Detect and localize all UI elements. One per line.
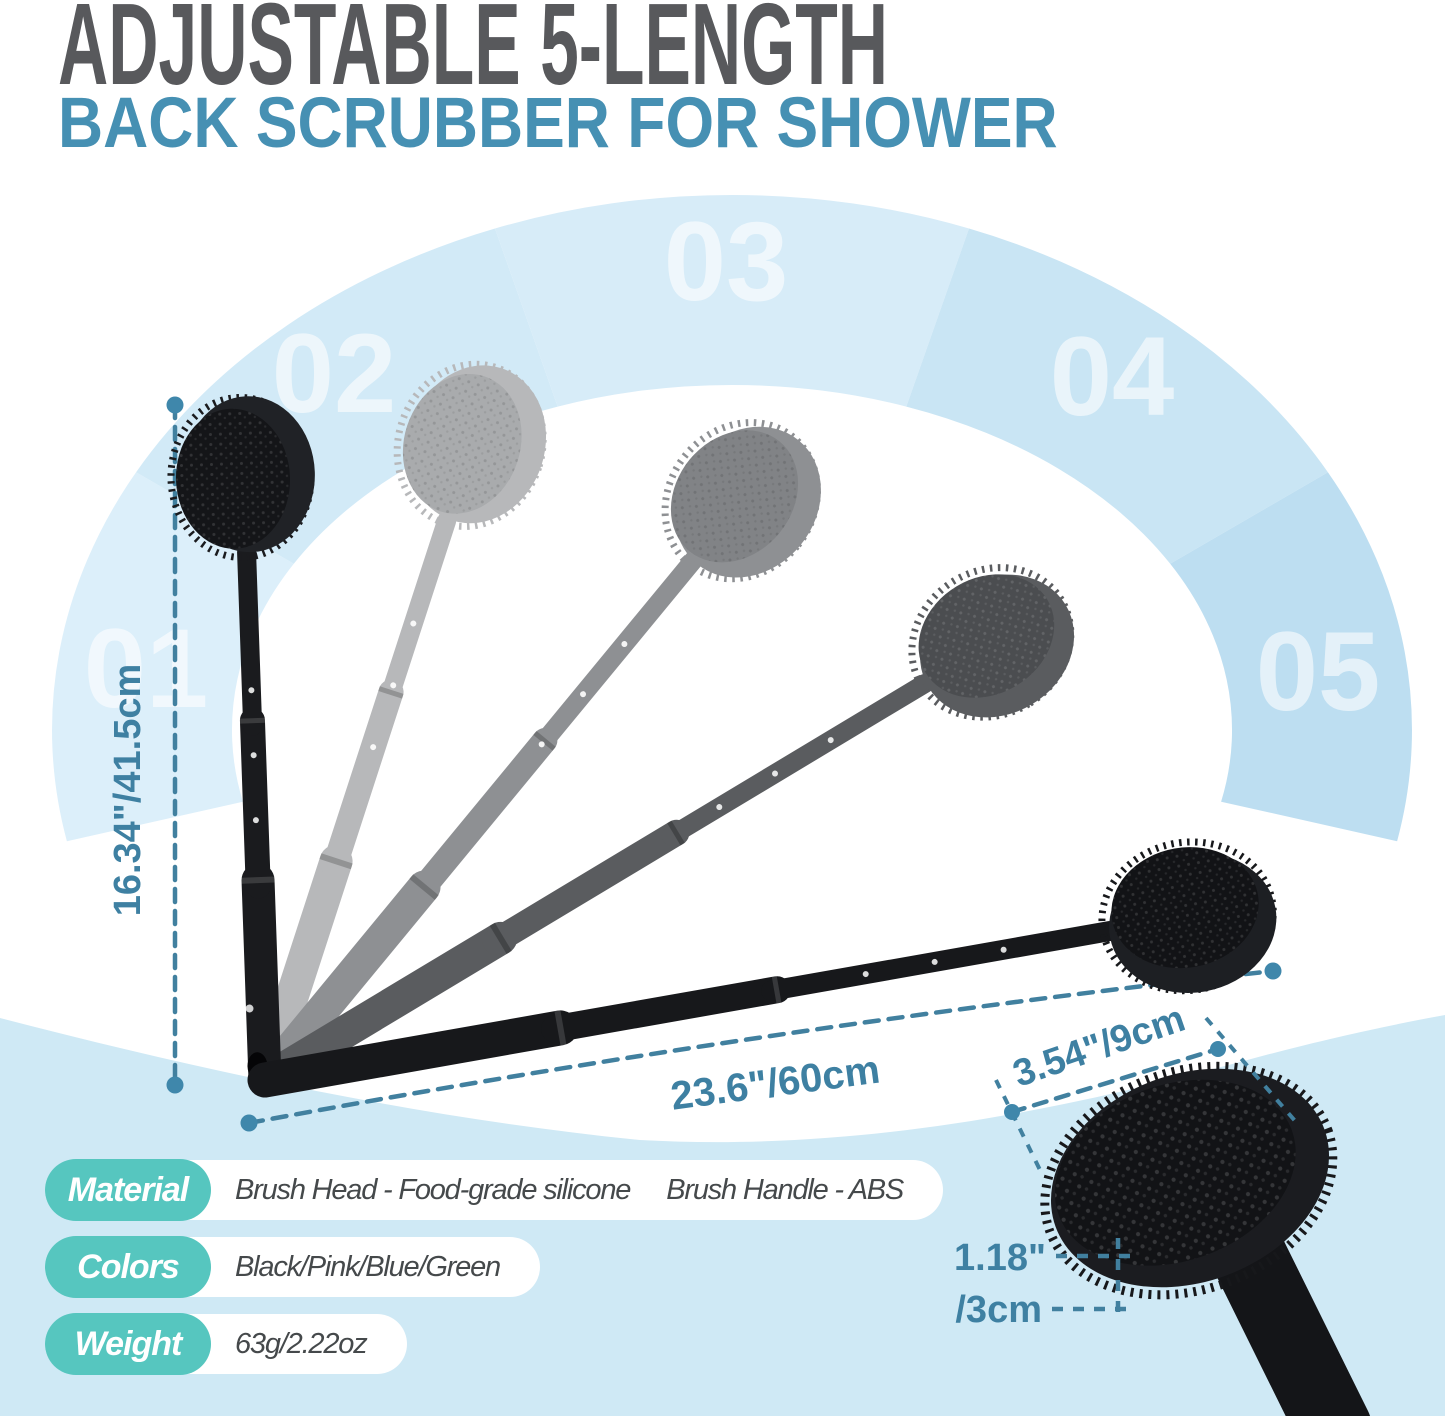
dimension-head-thickness-label-cm: /3cm (955, 1289, 1042, 1331)
dimension-head-width-line (1009, 1046, 1221, 1115)
spec-value-weight: 63g/2.22oz (235, 1327, 368, 1360)
arc-number-5: 05 (1256, 609, 1381, 734)
dimension-head-thickness: 1.18" /3cm (954, 1237, 1136, 1331)
dimension-head-width-dot-right (1210, 1041, 1226, 1057)
spec-row-colors: Colors Black/Pink/Blue/Green (45, 1236, 540, 1298)
spec-value-material-handle: Brush Handle - ABS (666, 1173, 904, 1206)
arc-number-2: 02 (272, 311, 397, 436)
page-title: ADJUSTABLE 5-LENGTH (58, 0, 889, 109)
brush-position-3 (248, 419, 821, 1097)
dimension-length-dot-right (1264, 962, 1282, 980)
brush-position-1 (167, 393, 315, 1097)
dimension-head-width-witness-right (1204, 1016, 1298, 1124)
spec-label-material: Material (45, 1159, 211, 1221)
arc-number-1: 01 (84, 606, 209, 731)
dimension-height-label: 16.34"/41.5cm (107, 664, 149, 917)
dimension-head-thickness-label-inch: 1.18" (954, 1237, 1046, 1279)
dimension-length-label: 23.6"/60cm (668, 1048, 882, 1119)
page-subtitle: BACK SCRUBBER FOR SHOWER (58, 84, 1058, 163)
closeup-brush-head (1040, 1061, 1370, 1416)
spec-row-weight: Weight 63g/2.22oz (45, 1313, 407, 1375)
arc-segment-3 (495, 194, 969, 407)
brush-position-2 (248, 360, 547, 1097)
dimension-height-dot-bottom (166, 1076, 184, 1094)
dimension-height: 16.34"/41.5cm (107, 396, 184, 1094)
spec-label-weight: Weight (45, 1313, 211, 1375)
dimension-length-dot-left (240, 1114, 258, 1132)
dimension-height-dot-top (166, 396, 184, 414)
arc-segment-4 (906, 228, 1328, 564)
spec-label-colors: Colors (45, 1236, 211, 1298)
dimension-head-width-dot-left (1004, 1104, 1020, 1120)
spec-value-colors: Black/Pink/Blue/Green (235, 1250, 501, 1283)
spec-row-material: Material Brush Head - Food-grade silicon… (45, 1159, 944, 1221)
dimension-length-line (246, 968, 1276, 1126)
spec-value-material-head: Brush Head - Food-grade silicone (235, 1173, 631, 1206)
arc-number-4: 04 (1050, 314, 1175, 439)
arc-segment-5 (1170, 472, 1412, 842)
brush-position-5 (247, 838, 1277, 1098)
closeup-handle-stub (1206, 1208, 1370, 1416)
arc-number-3: 03 (664, 199, 789, 324)
